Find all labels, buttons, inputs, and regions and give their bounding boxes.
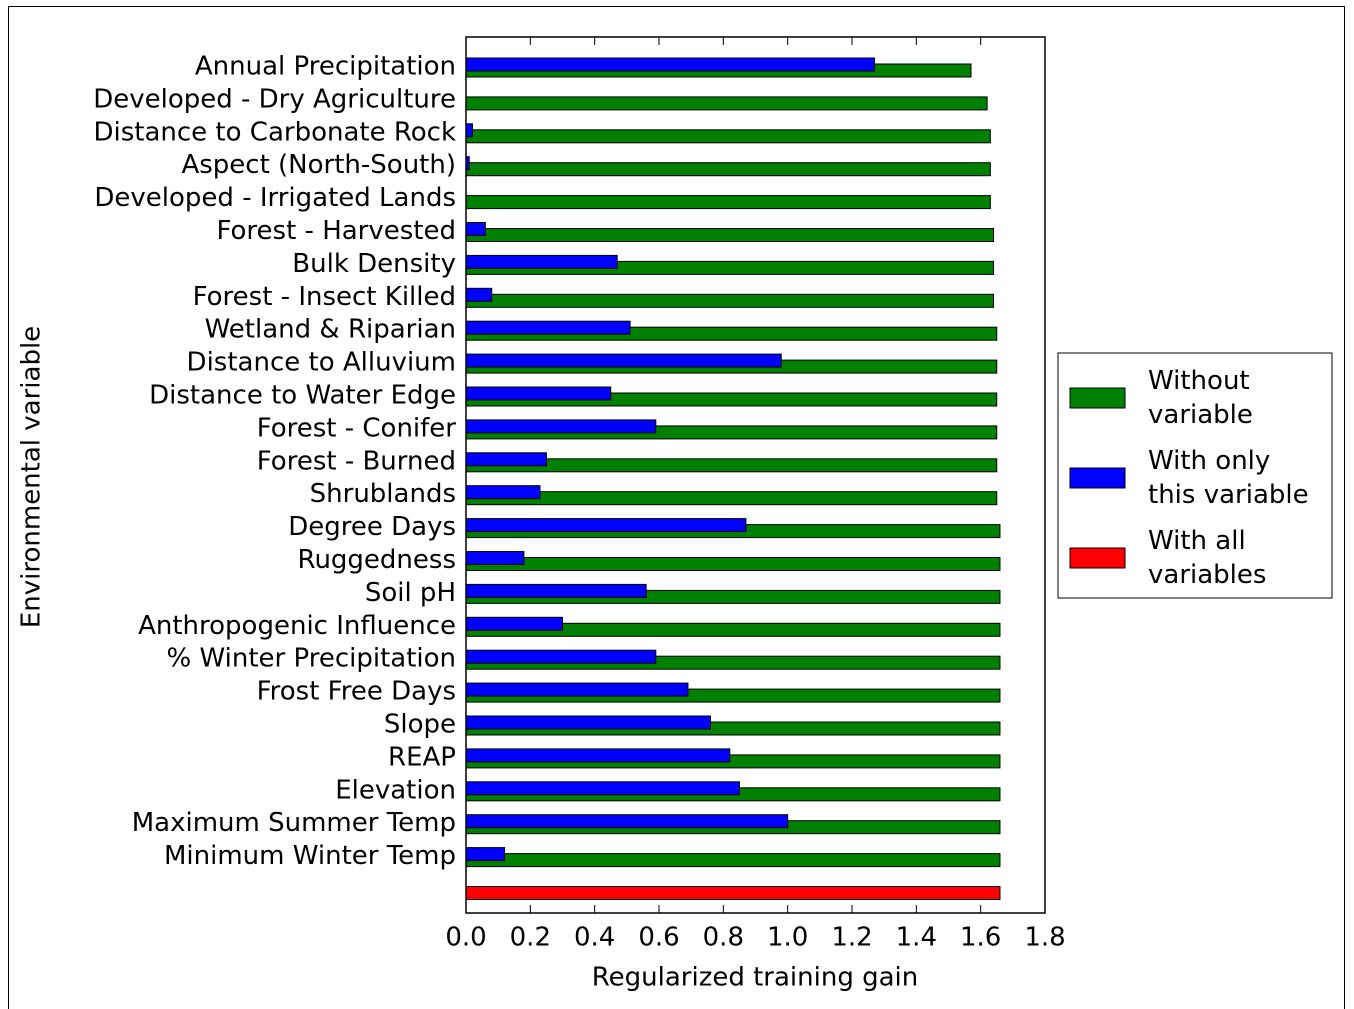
x-tick-label: 1.8	[1024, 923, 1065, 953]
y-tick-label: Wetland & Riparian	[205, 315, 456, 345]
x-tick-label: 1.0	[767, 923, 808, 953]
x-tick-label: 0.8	[703, 923, 744, 953]
bar	[465, 254, 618, 269]
y-tick-label: REAP	[388, 742, 456, 772]
bar	[465, 452, 547, 467]
bar	[465, 129, 991, 144]
bar	[465, 419, 657, 434]
y-axis-title: Environmental variable	[17, 326, 47, 628]
legend-swatch	[1069, 547, 1126, 569]
bar	[465, 583, 647, 598]
y-tick-label: Maximum Summer Temp	[132, 808, 456, 838]
legend-swatch	[1069, 387, 1126, 409]
legend-label: With only this variable	[1148, 446, 1309, 510]
legend-label: Without variable	[1148, 366, 1258, 430]
bar	[465, 616, 563, 631]
y-tick-label: % Winter Precipitation	[167, 644, 456, 674]
bar	[465, 162, 991, 177]
y-tick-label: Anthropogenic Influence	[138, 611, 456, 641]
y-tick-label: Ruggedness	[298, 545, 456, 575]
bar	[465, 287, 493, 302]
y-tick-label: Distance to Carbonate Rock	[93, 117, 456, 147]
x-tick-label: 1.2	[831, 923, 872, 953]
bar	[465, 222, 486, 236]
plot-frame	[465, 36, 1046, 914]
y-tick-label: Minimum Winter Temp	[164, 841, 456, 871]
bar	[465, 748, 731, 763]
y-tick-label: Annual Precipitation	[195, 52, 456, 82]
x-tick-label: 0.0	[445, 923, 486, 953]
bar	[465, 518, 747, 533]
x-tick-label: 1.6	[960, 923, 1001, 953]
y-tick-label: Slope	[384, 710, 456, 740]
bar	[465, 491, 998, 506]
y-tick-label: Forest - Conifer	[257, 413, 457, 443]
x-tick-label: 1.4	[896, 923, 937, 953]
legend-swatch	[1069, 467, 1126, 489]
bar	[465, 320, 631, 335]
y-tick-label: Developed - Irrigated Lands	[94, 183, 456, 213]
legend-label: With all variables	[1148, 526, 1266, 590]
bar	[465, 386, 612, 401]
bar	[465, 228, 995, 242]
y-tick-label: Forest - Burned	[257, 446, 456, 476]
bar	[465, 853, 1001, 868]
y-tick-label: Forest - Insect Killed	[193, 282, 456, 312]
bar	[465, 781, 740, 796]
bar	[465, 353, 782, 368]
bar	[465, 96, 988, 111]
frame	[8, 6, 1345, 1009]
x-tick-label: 0.6	[638, 923, 679, 953]
y-tick-label: Elevation	[335, 775, 456, 805]
bar	[465, 57, 876, 72]
bar	[465, 485, 541, 500]
y-tick-label: Shrublands	[310, 479, 456, 509]
bar	[465, 195, 991, 210]
bar	[465, 814, 789, 829]
bar	[465, 715, 711, 730]
y-tick-label: Distance to Alluvium	[187, 348, 456, 378]
x-tick-label: 0.4	[574, 923, 615, 953]
bar	[465, 557, 1001, 571]
y-tick-label: Soil pH	[365, 578, 456, 608]
bar	[465, 293, 995, 308]
x-tick-label: 0.2	[510, 923, 551, 953]
bar	[465, 123, 473, 138]
bar	[465, 886, 1001, 900]
bar	[465, 649, 657, 664]
y-tick-label: Bulk Density	[292, 249, 456, 279]
y-tick-label: Frost Free Days	[257, 677, 456, 707]
y-tick-label: Forest - Harvested	[217, 216, 457, 246]
x-axis-title: Regularized training gain	[592, 963, 919, 993]
y-tick-label: Developed - Dry Agriculture	[93, 84, 456, 114]
y-tick-label: Aspect (North-South)	[181, 150, 456, 180]
bar	[465, 551, 525, 565]
y-tick-label: Distance to Water Edge	[149, 381, 456, 411]
bar	[465, 847, 506, 862]
y-tick-label: Degree Days	[288, 512, 456, 542]
bar	[465, 682, 689, 697]
